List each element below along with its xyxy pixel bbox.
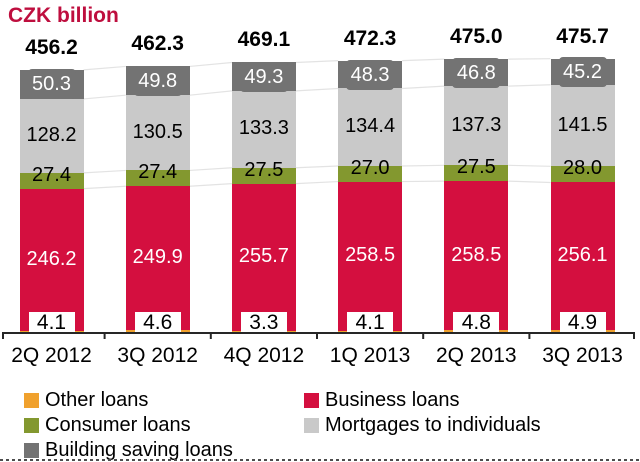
consumer-value: 27.5 <box>456 156 496 179</box>
series-connector-line <box>295 87 339 92</box>
series-connector-line <box>508 180 551 184</box>
legend-item: Mortgages to individuals <box>304 413 541 438</box>
series-connector-line <box>402 58 445 62</box>
x-axis-label: 1Q 2013 <box>329 344 411 367</box>
x-axis-label: 4Q 2012 <box>223 344 305 367</box>
series-connector-line <box>295 180 339 185</box>
segment-business_loans <box>338 181 403 331</box>
segment-consumer_loans <box>231 167 296 184</box>
series-connector-line <box>189 90 232 96</box>
series-connector-line <box>295 60 339 64</box>
legend-swatch-business_loans <box>304 393 319 408</box>
segment-mortgages <box>19 98 84 173</box>
business-value: 255.7 <box>238 245 289 268</box>
x-axis-label: 3Q 2012 <box>117 344 198 367</box>
mortgages-value: 134.4 <box>345 115 396 138</box>
business-value: 246.2 <box>26 247 77 270</box>
other-loans-value-box: 4.6 <box>134 312 181 334</box>
x-axis-label: 2Q 2012 <box>11 344 92 367</box>
other-loans-value-box: 4.1 <box>28 312 75 334</box>
legend-swatch-other_loans <box>24 393 39 408</box>
segment-mortgages <box>444 86 509 166</box>
other-loans-value-box: 4.8 <box>453 312 500 334</box>
series-connector-line <box>83 65 126 71</box>
total-label: 456.2 <box>25 35 78 59</box>
building-saving-value-box: 49.3 <box>239 61 288 92</box>
segment-consumer_loans <box>444 165 509 182</box>
chart-title: CZK billion <box>8 4 119 27</box>
segment-mortgages <box>231 90 296 168</box>
consumer-value: 28.0 <box>563 157 602 180</box>
legend-item: Other loans <box>24 388 233 413</box>
mortgages-value: 137.3 <box>451 113 502 136</box>
business-value: 249.9 <box>132 246 183 269</box>
building-saving-value-box: 45.2 <box>558 56 607 87</box>
building-saving-value-box: 48.3 <box>346 59 395 90</box>
consumer-value: 27.4 <box>32 163 71 186</box>
other-loans-value-box: 4.9 <box>559 312 606 334</box>
segment-business_loans <box>231 183 296 332</box>
legend-item: Building saving loans <box>24 438 233 462</box>
segment-mortgages <box>550 84 615 167</box>
legend-label: Business loans <box>325 389 460 411</box>
segment-consumer_loans <box>19 172 84 189</box>
segment-business_loans <box>444 181 509 331</box>
total-label: 462.3 <box>131 32 184 56</box>
building-saving-value-box: 49.8 <box>133 65 182 96</box>
other-loans-value-box: 4.1 <box>347 312 394 334</box>
series-connector-line <box>83 94 126 100</box>
other-loans-value-box: 3.3 <box>240 312 287 334</box>
total-label: 469.1 <box>237 28 291 52</box>
legend-label: Other loans <box>45 389 149 411</box>
segment-consumer_loans <box>125 170 190 187</box>
bottom-border-line <box>0 459 640 461</box>
x-axis-label: 3Q 2013 <box>542 344 623 367</box>
total-label: 475.7 <box>556 24 609 48</box>
mortgages-value: 128.2 <box>26 123 77 146</box>
consumer-value: 27.5 <box>244 158 284 181</box>
total-label: 475.0 <box>450 25 503 49</box>
legend-column: Other loans Consumer loans Building saving… <box>24 388 233 462</box>
segment-mortgages <box>338 88 403 166</box>
legend-item: Business loans <box>304 388 541 413</box>
business-value: 258.5 <box>451 243 502 266</box>
legend-label: Mortgages to individuals <box>325 414 541 436</box>
mortgages-value: 133.3 <box>238 117 289 140</box>
segment-mortgages <box>125 95 190 171</box>
legend-swatch-building_saving <box>24 443 39 458</box>
consumer-value: 27.4 <box>138 161 178 184</box>
legend-label: Consumer loans <box>45 414 191 436</box>
legend-swatch-mortgages <box>304 418 319 433</box>
consumer-value: 27.0 <box>350 156 390 179</box>
legend-label: Building saving loans <box>45 439 233 461</box>
building-saving-value-box: 46.8 <box>452 57 501 88</box>
series-connector-line <box>402 85 445 90</box>
mortgages-value: 141.5 <box>557 113 608 136</box>
total-label: 472.3 <box>343 26 397 50</box>
segment-business_loans <box>550 182 615 331</box>
segment-consumer_loans <box>338 165 403 182</box>
legend-item: Consumer loans <box>24 413 233 438</box>
segment-business_loans <box>125 186 190 331</box>
business-value: 256.1 <box>557 244 608 267</box>
legend-column: Business loans Mortgages to individuals <box>304 388 541 438</box>
mortgages-value: 130.5 <box>132 120 183 143</box>
x-axis-label: 2Q 2013 <box>436 344 517 367</box>
business-value: 258.5 <box>345 244 396 267</box>
legend-swatch-consumer_loans <box>24 418 39 433</box>
building-saving-value-box: 50.3 <box>27 69 76 100</box>
segment-consumer_loans <box>550 166 615 183</box>
series-connector-line <box>508 84 551 87</box>
segment-business_loans <box>19 188 84 331</box>
series-connector-line <box>189 61 232 68</box>
